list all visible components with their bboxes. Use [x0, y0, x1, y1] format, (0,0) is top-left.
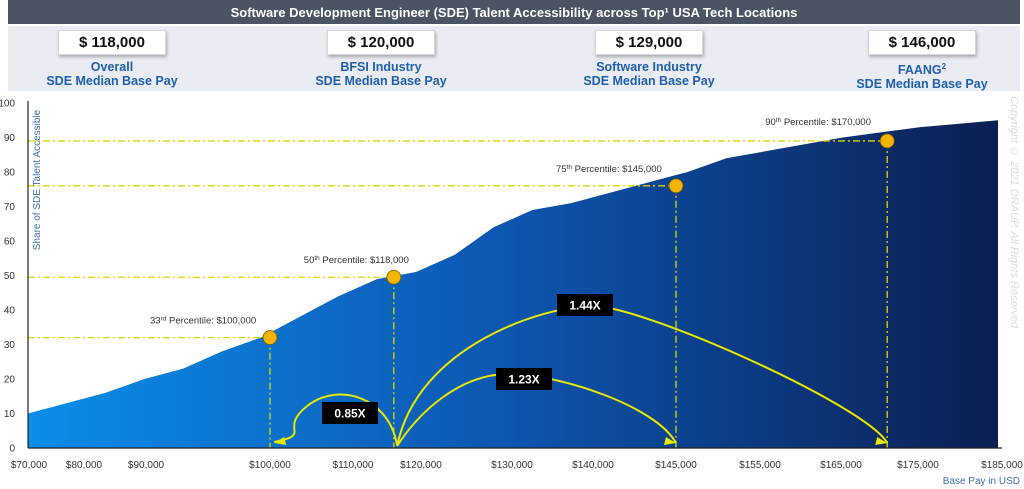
percentile-label: 75th Percentile: $145,000 — [556, 163, 662, 175]
x-tick-label: $130,000 — [491, 460, 533, 471]
x-tick-label: $145,000 — [655, 460, 697, 471]
x-tick-label: $120,000 — [400, 460, 442, 471]
summary-value: $ 129,000 — [595, 30, 703, 55]
summary-card-software: $ 129,000 Software Industry SDE Median B… — [549, 30, 749, 88]
x-tick-label: $185,000 — [981, 460, 1023, 471]
summary-card-bfsi: $ 120,000 BFSI Industry SDE Median Base … — [281, 30, 481, 88]
percentile-marker — [262, 330, 278, 346]
y-tick-label: 50 — [4, 271, 16, 282]
summary-value: $ 120,000 — [327, 30, 435, 55]
y-tick-label: 10 — [4, 409, 16, 420]
y-tick-label: 20 — [4, 375, 16, 386]
x-tick-label: $100,000 — [249, 460, 291, 471]
summary-label: FAANG2 SDE Median Base Pay — [822, 60, 1022, 91]
ratio-arrowhead — [664, 437, 676, 445]
summary-label: Software Industry SDE Median Base Pay — [549, 60, 749, 88]
summary-label-line1: Software Industry — [596, 60, 702, 74]
summary-label-line1: FAANG2 — [897, 62, 947, 78]
y-tick-label: 0 — [9, 444, 15, 455]
y-tick-label: 90 — [4, 133, 16, 144]
x-tick-label: $80,000 — [66, 460, 103, 471]
x-tick-label: $90,000 — [128, 460, 165, 471]
summary-value: $ 118,000 — [58, 30, 166, 55]
summary-label-line2: SDE Median Base Pay — [315, 74, 447, 88]
summary-label: Overall SDE Median Base Pay — [12, 60, 212, 88]
summary-strip: $ 118,000 Overall SDE Median Base Pay $ … — [8, 26, 1020, 91]
summary-card-overall: $ 118,000 Overall SDE Median Base Pay — [12, 30, 212, 88]
y-tick-label: 80 — [4, 168, 16, 179]
percentile-marker — [668, 178, 684, 194]
x-tick-label: $140,000 — [572, 460, 614, 471]
ratio-label-box — [322, 402, 378, 424]
x-tick-label: $70,000 — [11, 460, 48, 471]
y-tick-label: 70 — [4, 202, 16, 213]
ratio-label-box — [496, 368, 552, 390]
ratio-label: 1.44X — [569, 299, 600, 313]
x-tick-label: $175,000 — [897, 460, 939, 471]
summary-label-line1: Overall — [90, 60, 134, 74]
summary-card-faang: $ 146,000 FAANG2 SDE Median Base Pay — [822, 30, 1022, 91]
percentile-marker — [386, 269, 402, 285]
percentile-label: 50th Percentile: $118,000 — [304, 255, 409, 267]
y-axis-title: Share of SDE Talent Accessible — [32, 109, 43, 250]
percentile-label: 33rd Percentile: $100,000 — [150, 315, 256, 327]
chart-title-text: Software Development Engineer (SDE) Tale… — [230, 4, 798, 20]
talent-area — [28, 120, 998, 449]
summary-label-line2: SDE Median Base Pay — [46, 74, 178, 88]
summary-label-line2: SDE Median Base Pay — [856, 77, 988, 92]
percentile-label: 90th Percentile: $170,000 — [765, 116, 871, 128]
y-tick-label: 60 — [4, 237, 16, 248]
summary-label: BFSI Industry SDE Median Base Pay — [281, 60, 481, 88]
ratio-arrow — [273, 393, 399, 447]
x-axis-title: Base Pay in USD — [943, 476, 1020, 487]
ratio-label: 1.23X — [508, 373, 539, 387]
percentile-marker — [879, 133, 895, 149]
copyright-watermark: Copyright © 2021 DRAUP. All Rights Reser… — [1008, 96, 1020, 329]
summary-value: $ 146,000 — [868, 30, 976, 55]
chart-title: Software Development Engineer (SDE) Tale… — [8, 0, 1020, 24]
y-tick-label: 100 — [0, 99, 15, 110]
ratio-label: 0.85X — [334, 407, 365, 421]
y-tick-label: 40 — [4, 306, 16, 317]
x-tick-label: $165,000 — [820, 460, 862, 471]
x-tick-label: $155,000 — [739, 460, 781, 471]
ratio-arrowhead — [274, 437, 287, 445]
ratio-arrowhead — [875, 437, 888, 445]
ratio-label-box — [557, 294, 613, 316]
y-tick-label: 30 — [4, 340, 16, 351]
x-tick-label: $110,000 — [333, 460, 374, 471]
summary-label-line2: SDE Median Base Pay — [583, 74, 715, 88]
summary-label-line1: BFSI Industry — [340, 60, 422, 74]
